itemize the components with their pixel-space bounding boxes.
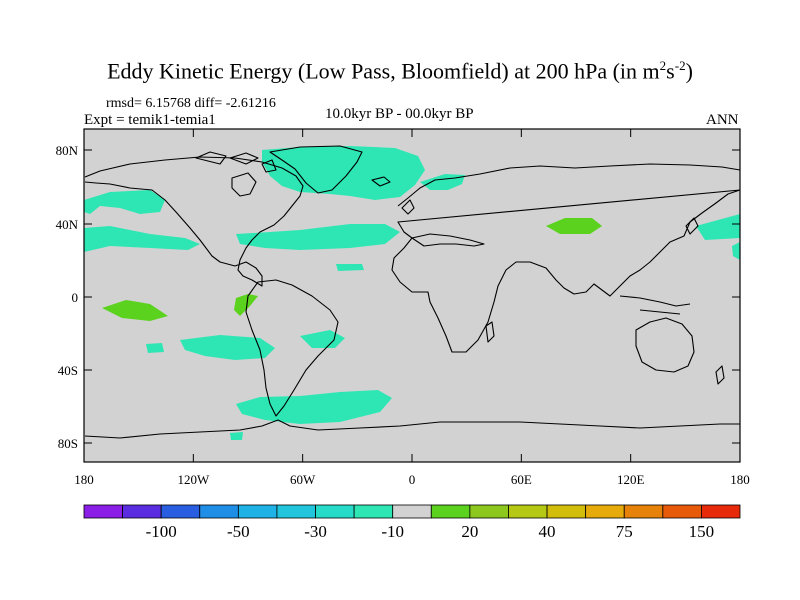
coast-mediterranean (411, 233, 485, 247)
coast-south-america (245, 279, 339, 417)
colorbar-swatch (315, 504, 355, 519)
anomaly-patch-tropical-pacific (102, 300, 168, 321)
coast-madagascar (485, 321, 495, 343)
colorbar-swatch (546, 504, 587, 519)
coast-uk (401, 199, 415, 215)
latitude-axis: 80N 40N 0 40S 80S (56, 143, 740, 451)
coast-canadian-islands (195, 151, 277, 173)
anomaly-patch-southern-ocean (236, 390, 392, 424)
lon-label: 0 (409, 472, 416, 487)
season-label: ANN (706, 112, 739, 128)
colorbar: -100 -50 -30 -10 20 40 75 150 (83, 504, 741, 541)
lon-label: 120E (617, 472, 645, 487)
colorbar-swatch (237, 504, 278, 519)
colorbar-label: 75 (616, 522, 633, 541)
coastlines (84, 145, 741, 439)
title-sup-1: 2 (659, 58, 667, 73)
colorbar-swatch (83, 504, 123, 519)
anomaly-patch-antarctic-small (230, 432, 243, 440)
anomaly-patch-south-pacific (180, 335, 275, 360)
colorbar-swatch (508, 504, 548, 519)
anomaly-patch-northeast-pacific (84, 190, 165, 214)
coast-hudson-bay (231, 172, 257, 197)
lon-label: 60E (511, 472, 532, 487)
plot-title: Eddy Kinetic Energy (Low Pass, Bloomfiel… (0, 58, 800, 84)
colorbar-swatch (623, 504, 664, 519)
anomaly-patch-west-pacific (696, 214, 740, 240)
anomaly-patch-central-asia (546, 218, 602, 234)
anomaly-patch-north-pacific (84, 226, 200, 252)
anomaly-patch-southeast-pacific (146, 343, 164, 353)
title-main: Eddy Kinetic Energy (Low Pass, Bloomfiel… (107, 58, 660, 84)
colorbar-label: 20 (461, 522, 478, 541)
colorbar-swatch (276, 504, 316, 519)
stats-label: rmsd= 6.15768 diff= -2.61216 (106, 96, 276, 111)
lon-label: 60W (290, 472, 316, 487)
anomaly-patch-tropical-east-pacific (234, 294, 258, 316)
lon-label: 180 (730, 472, 750, 487)
colorbar-swatch (585, 504, 625, 519)
title-mid: s (666, 58, 675, 84)
colorbar-label: -10 (381, 522, 404, 541)
coast-new-zealand (715, 365, 725, 385)
colorbar-swatch (469, 504, 509, 519)
title-end: ) (685, 58, 693, 84)
colorbar-swatch (430, 504, 471, 519)
colorbar-swatch (160, 504, 201, 519)
colorbar-swatch (662, 504, 702, 519)
lat-label: 0 (72, 290, 79, 305)
colorbar-swatch (392, 504, 432, 519)
lat-label: 40S (58, 363, 78, 378)
anomaly-patch-east-edge (732, 242, 740, 260)
colorbar-swatch (701, 504, 741, 519)
coast-australia (635, 317, 695, 373)
coast-antarctica (84, 419, 740, 439)
period-label: 10.0kyr BP - 00.0kyr BP (325, 106, 474, 122)
colorbar-label: -30 (304, 522, 327, 541)
anomaly-fields (84, 146, 740, 440)
colorbar-label: -50 (227, 522, 250, 541)
lat-label: 80S (58, 436, 78, 451)
anomaly-patch-atlantic-small (336, 264, 364, 271)
title-sup-2: -2 (674, 58, 686, 73)
anomaly-patch-north-atlantic (236, 224, 400, 250)
coast-eurasia-africa (391, 163, 741, 353)
longitude-axis: 180 120W 60W 0 60E 120E 180 (74, 129, 750, 487)
anomaly-patch-south-atlantic (300, 330, 345, 348)
lon-label: 180 (74, 472, 94, 487)
coast-greenland (269, 145, 363, 194)
colorbar-swatch (199, 504, 239, 519)
lon-label: 120W (177, 472, 210, 487)
lat-label: 40N (56, 217, 79, 232)
coast-indonesia (619, 295, 691, 315)
colorbar-swatch (353, 504, 394, 519)
colorbar-label: 150 (689, 522, 715, 541)
lat-label: 80N (56, 143, 79, 158)
coast-japan (685, 217, 699, 235)
coast-iceland (371, 176, 391, 187)
colorbar-swatch (122, 504, 162, 519)
colorbar-label: 40 (539, 522, 556, 541)
colorbar-label: -100 (146, 522, 177, 541)
experiment-label: Expt = temik1-temia1 (84, 112, 216, 128)
